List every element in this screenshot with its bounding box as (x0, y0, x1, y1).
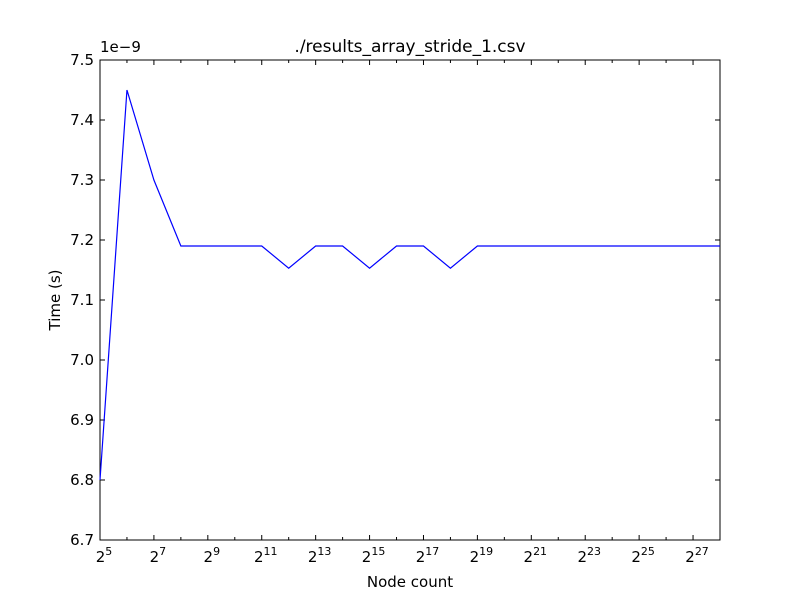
x-tick-base: 2 (577, 548, 587, 566)
y-tick-label: 7.1 (70, 291, 94, 309)
x-tick-label: 213 (308, 545, 332, 566)
y-axis-label: Time (s) (46, 270, 64, 332)
x-tick-base: 2 (362, 548, 372, 566)
x-tick-base: 2 (204, 548, 214, 566)
x-tick-label: 219 (470, 545, 494, 566)
x-axis-label: Node count (367, 573, 453, 591)
x-tick-exponent: 27 (695, 545, 709, 558)
x-tick-base: 2 (631, 548, 641, 566)
chart-title: ./results_array_stride_1.csv (294, 37, 525, 57)
x-tick-exponent: 13 (317, 545, 331, 558)
x-tick-exponent: 25 (641, 545, 655, 558)
x-tick-base: 2 (96, 548, 106, 566)
x-tick-exponent: 21 (533, 545, 547, 558)
x-tick-label: 221 (524, 545, 548, 566)
x-tick-label: 27 (150, 545, 167, 566)
y-tick-label: 7.5 (70, 51, 94, 69)
x-tick-exponent: 15 (371, 545, 385, 558)
x-tick-exponent: 5 (105, 545, 112, 558)
y-tick-label: 6.9 (70, 411, 94, 429)
x-tick-exponent: 23 (587, 545, 601, 558)
x-tick-label: 25 (96, 545, 113, 566)
x-tick-exponent: 11 (264, 545, 278, 558)
x-tick-base: 2 (685, 548, 695, 566)
plot-area: 6.76.86.97.07.17.27.37.47.525 27 29 211 213 2… (70, 51, 721, 566)
x-tick-label: 225 (631, 545, 655, 566)
x-tick-label: 227 (685, 545, 709, 566)
x-tick-exponent: 7 (159, 545, 166, 558)
x-tick-exponent: 17 (425, 545, 439, 558)
x-tick-label: 29 (204, 545, 221, 566)
y-tick-label: 7.2 (70, 231, 94, 249)
x-tick-base: 2 (254, 548, 264, 566)
x-tick-exponent: 9 (213, 545, 220, 558)
x-tick-exponent: 19 (479, 545, 493, 558)
x-tick-base: 2 (150, 548, 160, 566)
y-tick-label: 7.4 (70, 111, 94, 129)
x-tick-base: 2 (308, 548, 318, 566)
series-line (99, 89, 720, 481)
y-tick-label: 6.8 (70, 471, 94, 489)
x-tick-label: 223 (577, 545, 601, 566)
x-tick-label: 211 (254, 545, 278, 566)
x-tick-label: 217 (416, 545, 440, 566)
y-tick-label: 7.0 (70, 351, 94, 369)
y-tick-label: 6.7 (70, 531, 94, 549)
y-offset-label: 1e−9 (100, 38, 141, 56)
y-tick-label: 7.3 (70, 171, 94, 189)
x-tick-base: 2 (524, 548, 534, 566)
x-tick-base: 2 (416, 548, 426, 566)
x-tick-label: 215 (362, 545, 386, 566)
x-tick-base: 2 (470, 548, 480, 566)
